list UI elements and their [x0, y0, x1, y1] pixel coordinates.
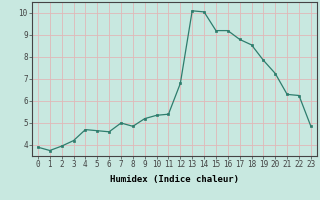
X-axis label: Humidex (Indice chaleur): Humidex (Indice chaleur)	[110, 175, 239, 184]
